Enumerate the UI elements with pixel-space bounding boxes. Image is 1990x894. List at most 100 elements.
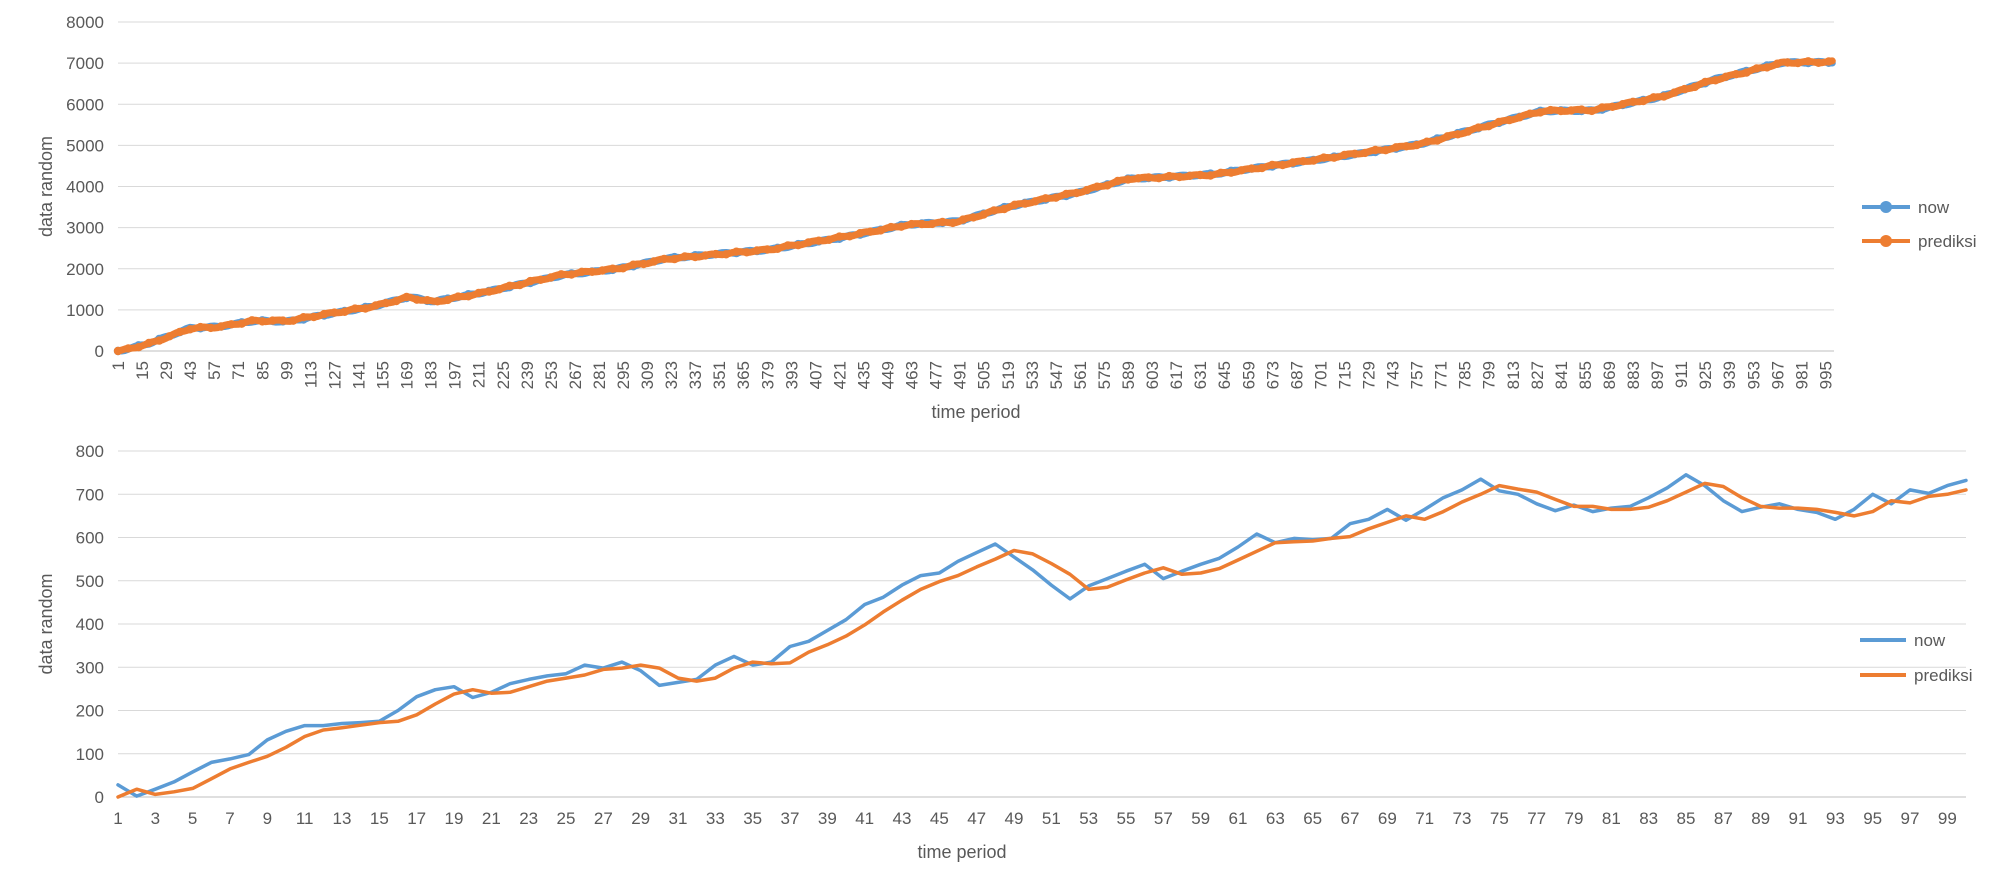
x-tick-label: 15: [133, 361, 152, 380]
data-point: [907, 219, 916, 229]
data-point: [917, 219, 927, 229]
x-tick-label: 883: [1624, 361, 1643, 389]
data-point: [1824, 57, 1834, 66]
series-line-now: [116, 473, 1968, 798]
data-point: [113, 346, 123, 356]
data-point: [938, 217, 947, 227]
data-point: [732, 247, 741, 256]
x-tick-label: 575: [1095, 361, 1114, 389]
data-point: [804, 238, 813, 247]
data-point: [1618, 100, 1627, 109]
x-tick-label: 17: [407, 809, 426, 828]
data-point: [1453, 130, 1463, 139]
x-tick-label: 869: [1600, 361, 1619, 389]
data-point: [608, 264, 617, 273]
data-point: [969, 213, 978, 222]
data-point: [691, 252, 700, 262]
y-axis-title: data random: [36, 573, 56, 674]
data-point: [1268, 160, 1277, 170]
data-point: [886, 222, 896, 232]
data-point: [701, 251, 710, 260]
x-tick-label: 757: [1408, 361, 1427, 389]
x-tick-label: 365: [734, 361, 753, 389]
x-tick-label: 71: [229, 361, 248, 380]
x-tick-label: 75: [1490, 809, 1509, 828]
x-tick-label: 89: [1751, 809, 1770, 828]
x-tick-label: 155: [374, 361, 393, 389]
x-tick-label: 63: [1266, 809, 1285, 828]
y-tick-label: 2000: [66, 260, 104, 279]
x-tick-label: 65: [1303, 809, 1322, 828]
data-point: [1814, 58, 1823, 67]
data-point: [237, 319, 246, 328]
y-tick-label: 700: [76, 485, 104, 504]
data-point: [412, 295, 422, 304]
x-tick-label: 505: [975, 361, 994, 389]
data-point: [948, 218, 957, 228]
series-markers-prediksi: [113, 57, 1834, 356]
data-point: [165, 332, 174, 341]
data-point: [227, 320, 236, 329]
x-tick-label: 39: [818, 809, 837, 828]
data-point: [1721, 72, 1731, 82]
data-point: [1000, 204, 1009, 214]
data-point: [1185, 171, 1195, 180]
x-tick-label: 127: [325, 361, 344, 389]
data-point: [124, 344, 133, 353]
data-point: [763, 245, 772, 254]
data-point: [546, 273, 556, 282]
data-point: [423, 296, 432, 305]
data-point: [1371, 145, 1380, 155]
data-point: [1391, 143, 1401, 152]
data-point: [1402, 142, 1411, 151]
x-tick-label: 1: [109, 361, 128, 370]
data-point: [1536, 108, 1545, 117]
x-tick-label: 93: [1826, 809, 1845, 828]
data-point: [1731, 70, 1741, 79]
data-point: [1072, 188, 1081, 198]
x-tick-label: 35: [743, 809, 762, 828]
data-point: [1433, 136, 1442, 145]
x-tick-label: 911: [1672, 361, 1691, 388]
data-point: [1134, 174, 1143, 183]
x-tick-label: 659: [1239, 361, 1258, 389]
data-point: [1628, 97, 1638, 107]
data-point: [464, 292, 473, 301]
x-tick-label: 855: [1576, 361, 1595, 389]
data-point: [1670, 88, 1679, 97]
data-point: [443, 295, 452, 305]
x-tick-label: 267: [566, 361, 585, 389]
data-point: [587, 267, 597, 276]
x-tick-label: 13: [333, 809, 352, 828]
data-point: [1257, 163, 1267, 173]
x-tick-label: 561: [1071, 361, 1090, 389]
legend-marker-prediksi: [1880, 235, 1892, 247]
data-point: [381, 298, 391, 308]
data-point: [629, 260, 638, 269]
x-tick-label: 29: [631, 809, 650, 828]
data-point: [258, 317, 267, 326]
x-tick-label: 99: [277, 361, 296, 380]
data-point: [1329, 153, 1339, 162]
y-tick-label: 7000: [66, 54, 104, 73]
data-point: [1474, 123, 1483, 132]
x-tick-label: 939: [1720, 361, 1739, 389]
data-point: [1484, 122, 1493, 131]
data-point: [392, 296, 401, 306]
data-point: [1082, 185, 1092, 195]
data-point: [1659, 92, 1669, 101]
y-tick-label: 200: [76, 702, 104, 721]
x-tick-label: 771: [1432, 361, 1451, 389]
x-tick-label: 59: [1191, 809, 1210, 828]
data-point: [814, 236, 823, 245]
data-point: [1804, 57, 1813, 66]
data-point: [824, 235, 834, 244]
x-tick-label: 673: [1263, 361, 1282, 389]
y-tick-label: 0: [95, 788, 104, 807]
data-point: [1793, 58, 1803, 68]
data-point: [1649, 93, 1658, 102]
data-point: [319, 309, 329, 319]
x-tick-label: 57: [1154, 809, 1173, 828]
data-point: [1299, 157, 1308, 166]
